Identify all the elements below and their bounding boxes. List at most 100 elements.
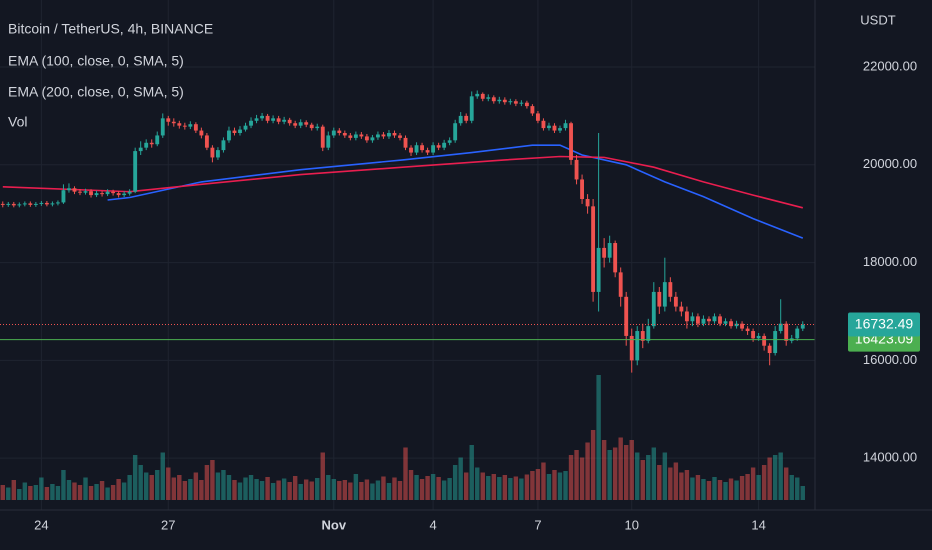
candle-body: [602, 247, 607, 258]
candle-body: [613, 243, 618, 273]
candle-body: [646, 326, 651, 341]
candle-body: [11, 203, 16, 206]
volume-bar: [585, 442, 590, 500]
volume-bar: [563, 471, 568, 500]
volume-bar: [646, 455, 651, 500]
volume-bar: [464, 472, 469, 500]
volume-bar: [221, 470, 226, 500]
volume-bar: [99, 481, 105, 500]
y-tick-label: 18000.00: [863, 254, 917, 269]
volume-bar: [144, 472, 149, 500]
volume-bar: [458, 457, 463, 500]
candle-body: [751, 331, 756, 339]
candle-body: [33, 203, 38, 205]
volume-bar: [480, 472, 485, 500]
volume-bar: [298, 484, 303, 500]
candle-body: [381, 134, 386, 137]
candle-body: [298, 122, 303, 126]
volume-bar: [287, 482, 292, 500]
volume-bar: [160, 452, 165, 500]
x-tick-label: 24: [34, 517, 48, 532]
volume-bar: [513, 476, 519, 500]
volume-bar: [717, 480, 723, 500]
volume-bar: [204, 465, 210, 500]
candle-body: [94, 193, 99, 196]
volume-bar: [568, 455, 574, 500]
candle-body: [668, 282, 673, 297]
ema-line: [107, 144, 804, 239]
candle-body: [50, 203, 55, 205]
candle-body: [243, 125, 248, 130]
volume-bar: [723, 482, 728, 500]
candle-body: [629, 335, 634, 361]
volume-bar: [739, 476, 745, 500]
volume-bar: [624, 445, 629, 500]
candle-body: [497, 99, 502, 102]
candle-body: [795, 328, 800, 339]
volume-bar: [72, 482, 77, 500]
volume-bar: [552, 470, 557, 500]
volume-bar: [132, 455, 138, 500]
candle-body: [149, 142, 154, 145]
candle-body: [701, 318, 706, 324]
volume-bar: [77, 485, 83, 500]
candle-body: [740, 323, 744, 329]
volume-bar: [39, 477, 44, 500]
volume-bar: [386, 483, 392, 500]
y-tick-label: 22000.00: [863, 58, 917, 73]
candle-body: [409, 147, 413, 153]
volume-bar: [695, 475, 701, 500]
volume-bar: [712, 477, 717, 500]
volume-bar: [232, 480, 237, 500]
candle-body: [116, 193, 121, 196]
candle-body: [398, 135, 402, 138]
volume-bar: [651, 447, 656, 500]
volume-bar: [403, 447, 408, 500]
volume-bar: [44, 487, 50, 500]
volume-bar: [281, 478, 287, 500]
volume-bar: [375, 480, 381, 500]
volume-bar: [309, 481, 314, 500]
volume-bar: [469, 445, 474, 500]
volume-bar: [425, 476, 430, 500]
volume-bar: [320, 452, 325, 500]
volume-bar: [734, 480, 739, 500]
volume-bar: [612, 447, 618, 500]
price-label-box: [848, 312, 920, 337]
x-tick-label: 4: [429, 517, 436, 532]
candle-body: [193, 124, 198, 131]
candle-body: [690, 316, 695, 322]
candle-body: [607, 243, 612, 258]
candle-body: [651, 291, 656, 327]
candle-body: [127, 191, 132, 194]
candle-body: [144, 142, 149, 148]
candle-body: [376, 134, 380, 138]
candle-body: [640, 331, 645, 341]
volume-bar: [590, 430, 596, 500]
candle-body: [585, 199, 590, 207]
legend-entry[interactable]: EMA (100, close, 0, SMA, 5): [8, 53, 184, 69]
volume-bar: [315, 478, 320, 500]
volume-bar: [447, 478, 452, 500]
volume-bar: [778, 452, 783, 500]
y-tick-label: 16000.00: [863, 352, 917, 367]
candle-body: [353, 134, 358, 138]
volume-bar: [530, 471, 535, 500]
volume-bar: [359, 482, 364, 500]
volume-bar: [166, 467, 171, 500]
volume-bar: [706, 481, 712, 500]
candle-body: [133, 151, 138, 192]
candle-body: [359, 134, 364, 137]
currency-label: USDT: [860, 12, 895, 27]
y-tick-label: 20000.00: [863, 156, 917, 171]
volume-bar: [83, 477, 88, 500]
volume-bar: [784, 467, 789, 500]
legend-entry[interactable]: Vol: [8, 114, 27, 130]
volume-bar: [66, 480, 72, 500]
candle-body: [315, 126, 320, 129]
candle-body: [254, 118, 259, 121]
volume-bar: [800, 486, 805, 500]
legend-entry[interactable]: EMA (200, close, 0, SMA, 5): [8, 84, 184, 100]
candle-body: [227, 130, 231, 141]
volume-bar: [342, 480, 348, 500]
